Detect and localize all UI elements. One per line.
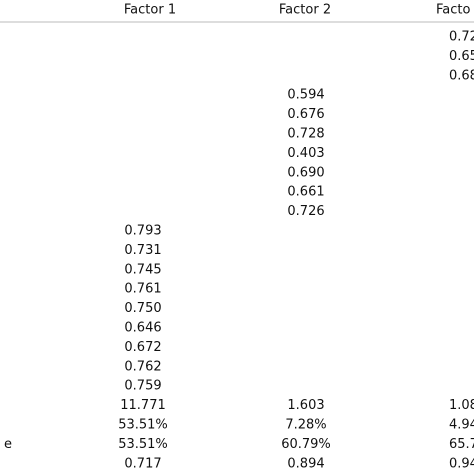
- column-header: Facto: [436, 3, 470, 18]
- cell: 11.771: [120, 398, 166, 413]
- cell: 0.65: [449, 49, 474, 64]
- column-header: Factor 2: [279, 3, 331, 18]
- cell: 0.403: [287, 146, 324, 161]
- cell: 53.51%: [118, 418, 168, 433]
- cell: 0.72: [449, 30, 474, 45]
- cell: 0.676: [287, 107, 324, 122]
- cell: 0.690: [287, 165, 324, 180]
- cell: 1.08: [449, 398, 474, 413]
- cell: 0.761: [124, 282, 161, 297]
- row-label: e: [4, 437, 12, 452]
- cell: 7.28%: [285, 418, 326, 433]
- cell: 60.79%: [281, 437, 331, 452]
- cell: 0.726: [287, 204, 324, 219]
- cell: 0.745: [124, 262, 161, 277]
- cell: 0.68: [449, 68, 474, 83]
- cell: 0.762: [124, 359, 161, 374]
- cell: 0.594: [287, 88, 324, 103]
- cell: 0.94: [449, 456, 474, 471]
- cell: 0.717: [124, 456, 161, 471]
- cell: 0.894: [287, 456, 324, 471]
- cell: 53.51%: [118, 437, 168, 452]
- cell: 0.750: [124, 301, 161, 316]
- cell: 4.94: [449, 418, 474, 433]
- cell: 0.728: [287, 127, 324, 142]
- cell: 0.661: [287, 185, 324, 200]
- cell: 0.646: [124, 321, 161, 336]
- cell: 0.731: [124, 243, 161, 258]
- cell: 65.73: [449, 437, 474, 452]
- cell: 0.793: [124, 224, 161, 239]
- cell: 0.672: [124, 340, 161, 355]
- column-header: Factor 1: [124, 3, 176, 18]
- cell: 1.603: [287, 398, 324, 413]
- cell: 0.759: [124, 379, 161, 394]
